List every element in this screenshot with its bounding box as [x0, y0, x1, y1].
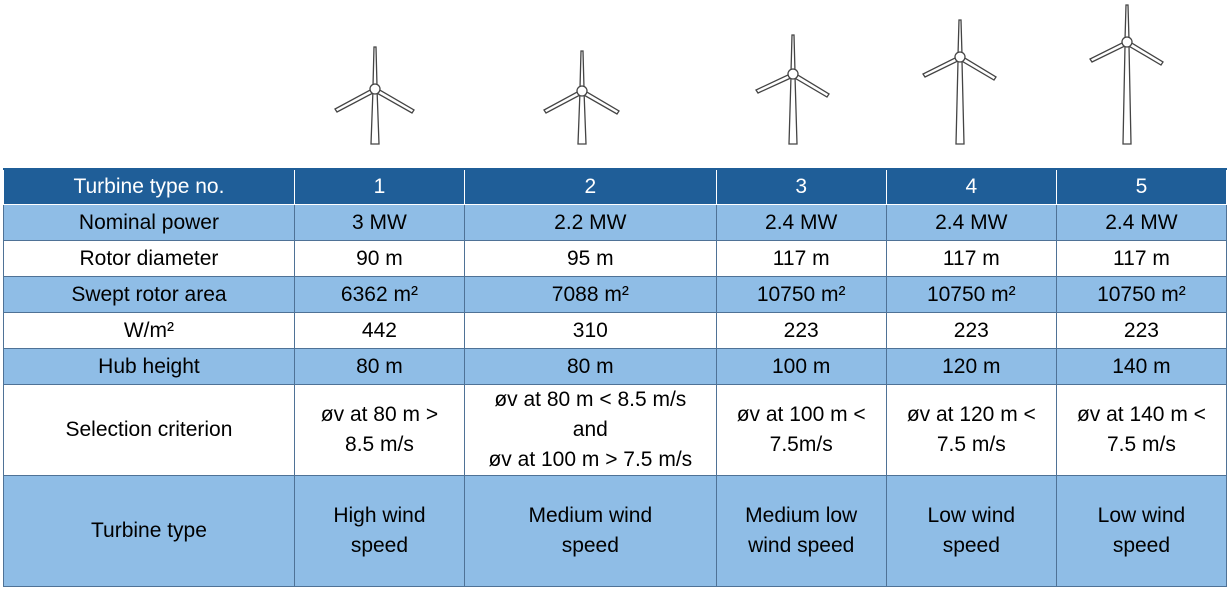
- table-cell: Low wind speed: [1055, 475, 1228, 587]
- table-cell: 80 m: [293, 348, 466, 385]
- wind-turbine-icon: [755, 34, 830, 145]
- table-cell: 7088 m²: [464, 276, 717, 313]
- table-header-row: Turbine type no. 1 2 3 4 5: [3, 168, 1228, 205]
- row-label: Turbine type: [3, 475, 295, 587]
- table-cell: 223: [885, 312, 1057, 349]
- table-cell: 2.4 MW: [715, 204, 887, 241]
- wind-turbine-icon: [1089, 4, 1164, 145]
- table-row-turbine-type: Turbine type High wind speed Medium wind…: [3, 475, 1228, 587]
- table-cell: øv at 140 m < 7.5 m/s: [1055, 384, 1228, 476]
- table-row-hub-height: Hub height 80 m 80 m 100 m 120 m 140 m: [3, 348, 1228, 385]
- header-cell: 3: [715, 168, 887, 205]
- table-cell: High wind speed: [293, 475, 466, 587]
- row-label: Rotor diameter: [3, 240, 295, 277]
- table-cell: øv at 80 m < 8.5 m/s and øv at 100 m > 7…: [464, 384, 717, 476]
- turbine-illustrations: [0, 0, 1230, 168]
- header-cell: 1: [293, 168, 466, 205]
- table-cell: øv at 100 m < 7.5m/s: [715, 384, 887, 476]
- turbine-spec-table: Turbine type no. 1 2 3 4 5 Nominal power…: [3, 168, 1228, 587]
- header-cell: 5: [1055, 168, 1228, 205]
- table-cell: 6362 m²: [293, 276, 466, 313]
- table-cell: 100 m: [715, 348, 887, 385]
- table-cell: 117 m: [885, 240, 1057, 277]
- table-cell: 2.4 MW: [885, 204, 1057, 241]
- row-label: Hub height: [3, 348, 295, 385]
- table-cell: 10750 m²: [715, 276, 887, 313]
- table-cell: 140 m: [1055, 348, 1228, 385]
- wind-turbine-icon: [922, 19, 997, 145]
- table-cell: 223: [715, 312, 887, 349]
- table-cell: Low wind speed: [885, 475, 1057, 587]
- table-cell: Medium wind speed: [464, 475, 717, 587]
- table-cell: 442: [293, 312, 466, 349]
- table-cell: 80 m: [464, 348, 717, 385]
- table-cell: 2.2 MW: [464, 204, 717, 241]
- wind-turbine-icon: [543, 50, 620, 145]
- row-label: Swept rotor area: [3, 276, 295, 313]
- table-cell: 2.4 MW: [1055, 204, 1228, 241]
- table-cell: 310: [464, 312, 717, 349]
- table-cell: 117 m: [1055, 240, 1228, 277]
- table-cell: 90 m: [293, 240, 466, 277]
- table-row-nominal-power: Nominal power 3 MW 2.2 MW 2.4 MW 2.4 MW …: [3, 204, 1228, 241]
- table-cell: Medium low wind speed: [715, 475, 887, 587]
- wind-turbine-icon: [334, 46, 415, 145]
- table-cell: 117 m: [715, 240, 887, 277]
- table-cell: 95 m: [464, 240, 717, 277]
- table-cell: 10750 m²: [885, 276, 1057, 313]
- table-row-swept-rotor-area: Swept rotor area 6362 m² 7088 m² 10750 m…: [3, 276, 1228, 313]
- row-label: Selection criterion: [3, 384, 295, 476]
- header-cell: 2: [464, 168, 717, 205]
- table-row-selection-criterion: Selection criterion øv at 80 m > 8.5 m/s…: [3, 384, 1228, 476]
- row-label: W/m²: [3, 312, 295, 349]
- table-cell: øv at 120 m < 7.5 m/s: [885, 384, 1057, 476]
- header-label: Turbine type no.: [3, 168, 295, 205]
- table-row-w-per-m2: W/m² 442 310 223 223 223: [3, 312, 1228, 349]
- table-cell: 223: [1055, 312, 1228, 349]
- row-label: Nominal power: [3, 204, 295, 241]
- table-cell: 120 m: [885, 348, 1057, 385]
- table-cell: 10750 m²: [1055, 276, 1228, 313]
- table-cell: 3 MW: [293, 204, 466, 241]
- table-row-rotor-diameter: Rotor diameter 90 m 95 m 117 m 117 m 117…: [3, 240, 1228, 277]
- header-cell: 4: [885, 168, 1057, 205]
- table-cell: øv at 80 m > 8.5 m/s: [293, 384, 466, 476]
